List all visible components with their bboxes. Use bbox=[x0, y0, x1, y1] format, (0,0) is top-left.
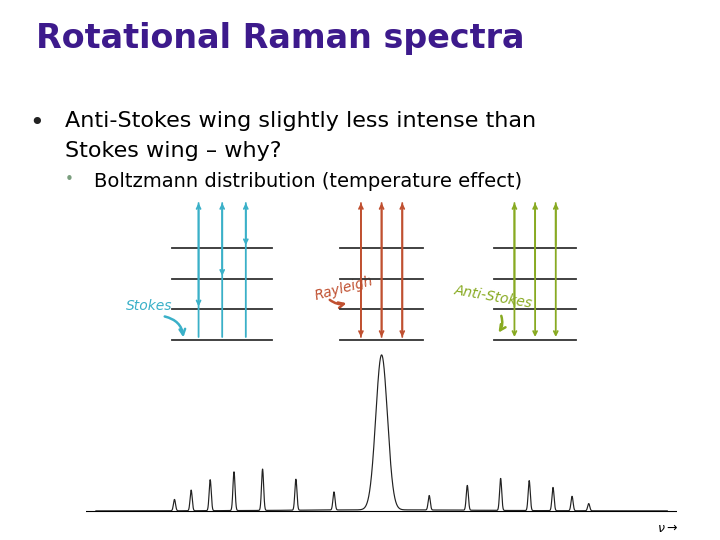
Text: Rotational Raman spectra: Rotational Raman spectra bbox=[36, 22, 524, 55]
Text: Anti-Stokes wing slightly less intense than: Anti-Stokes wing slightly less intense t… bbox=[65, 111, 536, 131]
Text: Rayleigh: Rayleigh bbox=[313, 274, 375, 303]
Text: •: • bbox=[29, 111, 43, 134]
Text: Stokes: Stokes bbox=[126, 300, 173, 314]
Text: •: • bbox=[65, 172, 73, 187]
Text: Stokes wing – why?: Stokes wing – why? bbox=[65, 141, 282, 161]
Text: $\nu \rightarrow$: $\nu \rightarrow$ bbox=[657, 522, 678, 535]
Text: Anti-Stokes: Anti-Stokes bbox=[454, 284, 534, 311]
Text: Boltzmann distribution (temperature effect): Boltzmann distribution (temperature effe… bbox=[94, 172, 522, 191]
